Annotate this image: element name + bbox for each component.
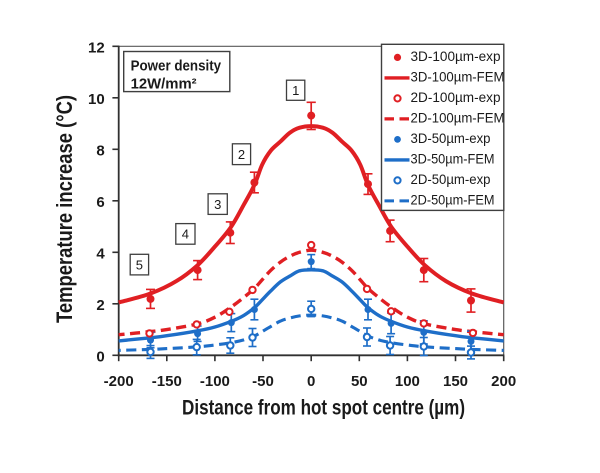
svg-text:50: 50 [351, 373, 368, 390]
svg-text:-150: -150 [152, 373, 182, 390]
svg-text:2D-50µm-exp: 2D-50µm-exp [411, 172, 491, 187]
svg-text:6: 6 [96, 194, 104, 211]
svg-text:3: 3 [214, 197, 221, 212]
svg-text:2D-100µm-FEM: 2D-100µm-FEM [411, 111, 505, 126]
svg-text:3D-50µm-FEM: 3D-50µm-FEM [411, 152, 495, 167]
svg-text:2D-100µm-exp: 2D-100µm-exp [411, 90, 501, 105]
svg-text:10: 10 [88, 91, 105, 108]
svg-text:4: 4 [96, 246, 105, 263]
svg-text:-100: -100 [200, 373, 230, 390]
svg-text:1: 1 [292, 83, 299, 98]
svg-text:12: 12 [88, 40, 105, 57]
svg-text:3D-50µm-exp: 3D-50µm-exp [411, 131, 491, 146]
svg-text:2: 2 [238, 147, 245, 162]
svg-text:4: 4 [182, 227, 189, 242]
svg-text:5: 5 [136, 257, 143, 272]
svg-text:-200: -200 [104, 373, 134, 390]
svg-text:0: 0 [307, 373, 315, 390]
svg-text:0: 0 [96, 349, 104, 366]
svg-text:12W/mm²: 12W/mm² [131, 77, 197, 93]
svg-text:100: 100 [395, 373, 420, 390]
svg-text:2: 2 [96, 297, 104, 314]
svg-text:3D-100µm-exp: 3D-100µm-exp [411, 49, 501, 64]
svg-text:150: 150 [443, 373, 468, 390]
svg-text:2D-50µm-FEM: 2D-50µm-FEM [411, 193, 495, 208]
svg-text:Temperature increase (°C): Temperature increase (°C) [52, 95, 77, 323]
svg-text:Power density: Power density [131, 59, 222, 75]
svg-text:8: 8 [96, 143, 104, 160]
svg-text:-50: -50 [252, 373, 274, 390]
svg-text:Distance from hot spot centre: Distance from hot spot centre (µm) [182, 397, 465, 420]
svg-text:3D-100µm-FEM: 3D-100µm-FEM [411, 70, 505, 85]
svg-text:200: 200 [491, 373, 516, 390]
